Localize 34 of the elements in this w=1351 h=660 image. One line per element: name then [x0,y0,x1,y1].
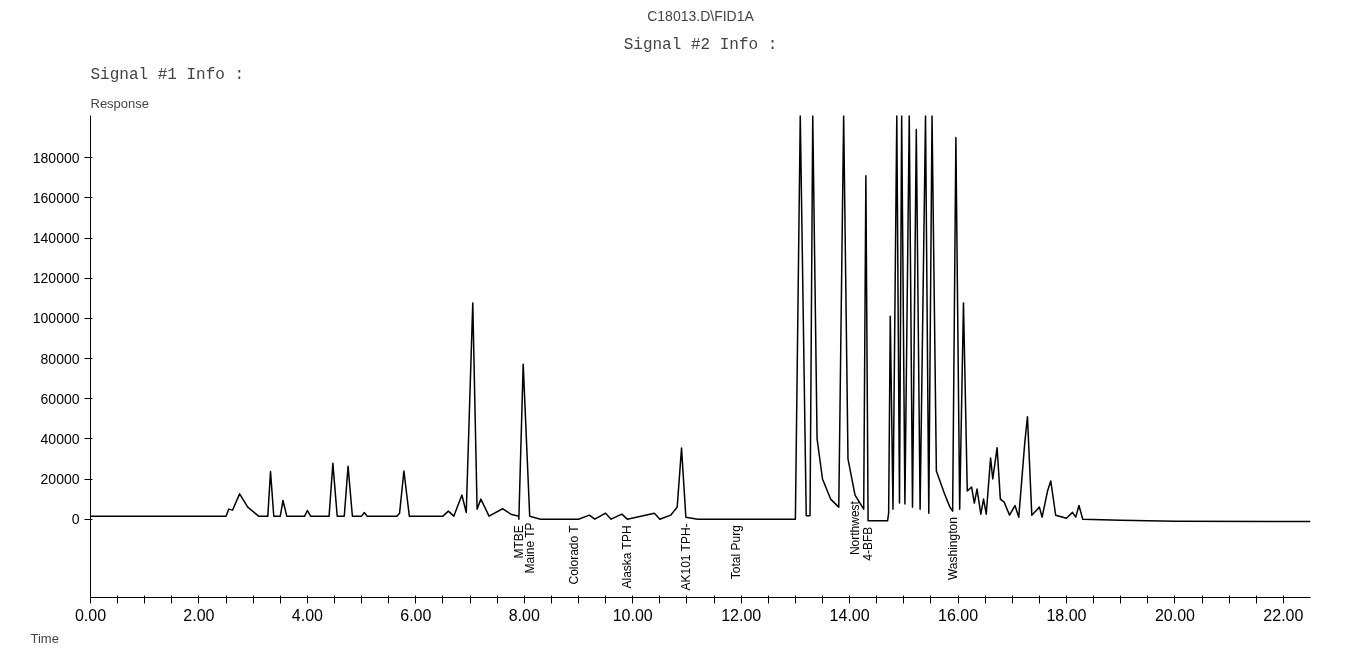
x-axis-title: Time [30,630,59,646]
y-tick-label: 40000 [40,430,80,447]
x-tick-label: 18.00 [1046,606,1087,624]
chart-title: C18013.D\FID1A [647,7,755,24]
annotation: 4-BFB [861,526,876,561]
x-tick-label: 12.00 [721,606,762,624]
y-tick-label: 20000 [40,471,80,488]
y-tick-label: 80000 [40,350,80,367]
annotation: Alaska TPH [620,525,635,589]
y-tick-label: 0 [71,511,80,528]
y-tick-label: 60000 [40,390,80,407]
text: Signal #1 Info : [90,65,245,84]
text: Signal #2 Info : [623,35,778,54]
x-tick-label: 10.00 [612,606,653,624]
y-axis-title: Response [90,95,150,111]
x-tick-label: 0.00 [74,606,107,624]
x-tick-label: 2.00 [183,606,215,624]
x-tick-label: 16.00 [938,606,979,624]
y-tick-label: 140000 [32,230,80,247]
x-tick-label: 6.00 [400,606,432,624]
annotation: AK101 TPH- [678,523,693,591]
x-tick-label: 20.00 [1154,606,1196,624]
annotation: Northwest [848,500,863,556]
x-tick-label: 14.00 [829,606,870,624]
x-tick-label: 4.00 [291,606,324,624]
annotation: Total Purg [728,525,743,580]
annotation: Colorado T [566,524,581,585]
y-tick-label: 120000 [32,270,80,287]
y-tick-label: 180000 [32,149,80,166]
y-tick-label: 100000 [32,310,80,327]
annotation: Washington [945,517,960,581]
x-tick-label: 22.00 [1263,606,1304,624]
y-tick-label: 160000 [32,189,80,206]
x-tick-label: 8.00 [508,606,540,624]
